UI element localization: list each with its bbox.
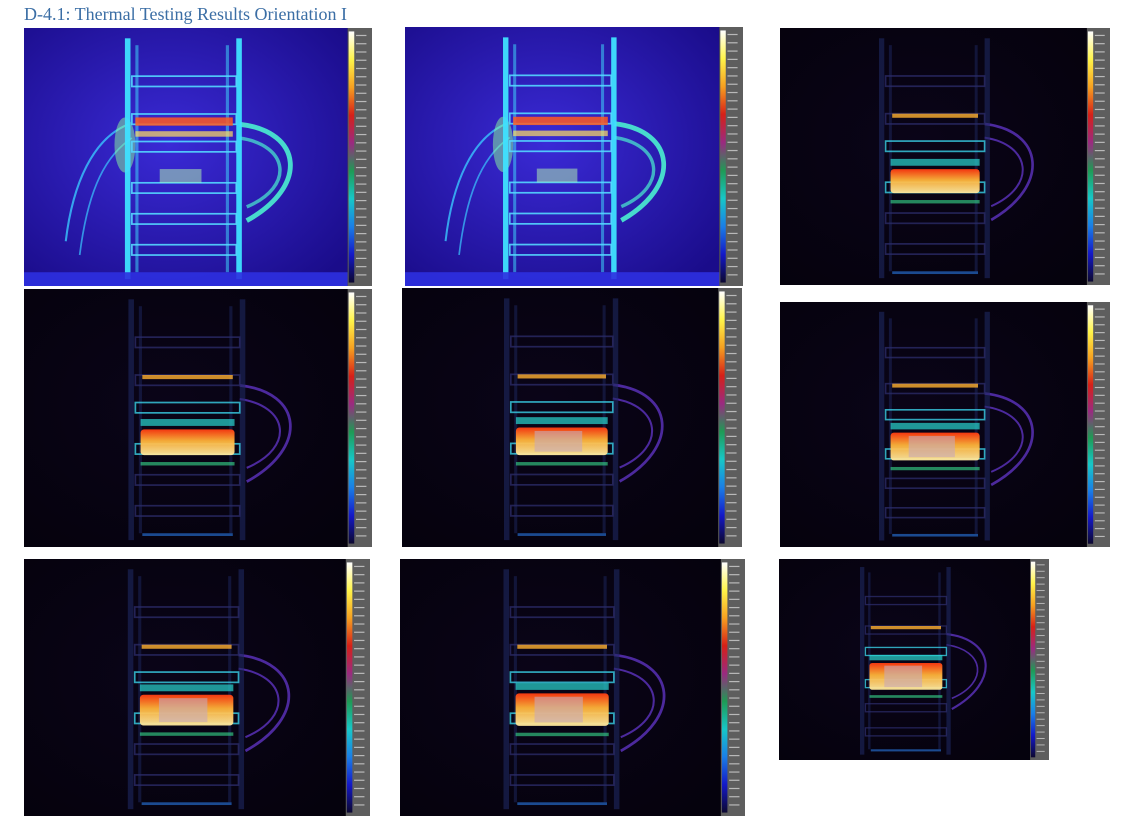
document-title: D-4.1: Thermal Testing Results Orientati…: [24, 4, 348, 24]
thermal-image-5: [402, 288, 742, 547]
thermal-image-7: [24, 559, 370, 816]
thermal-image-3: [780, 28, 1110, 285]
thermal-image-9: [779, 559, 1049, 760]
thermal-image-2: [405, 27, 743, 286]
thermal-image-8: [400, 559, 745, 816]
thermal-image-1: [24, 28, 372, 286]
thermal-image-4: [24, 289, 372, 547]
thermal-image-6: [780, 302, 1110, 547]
